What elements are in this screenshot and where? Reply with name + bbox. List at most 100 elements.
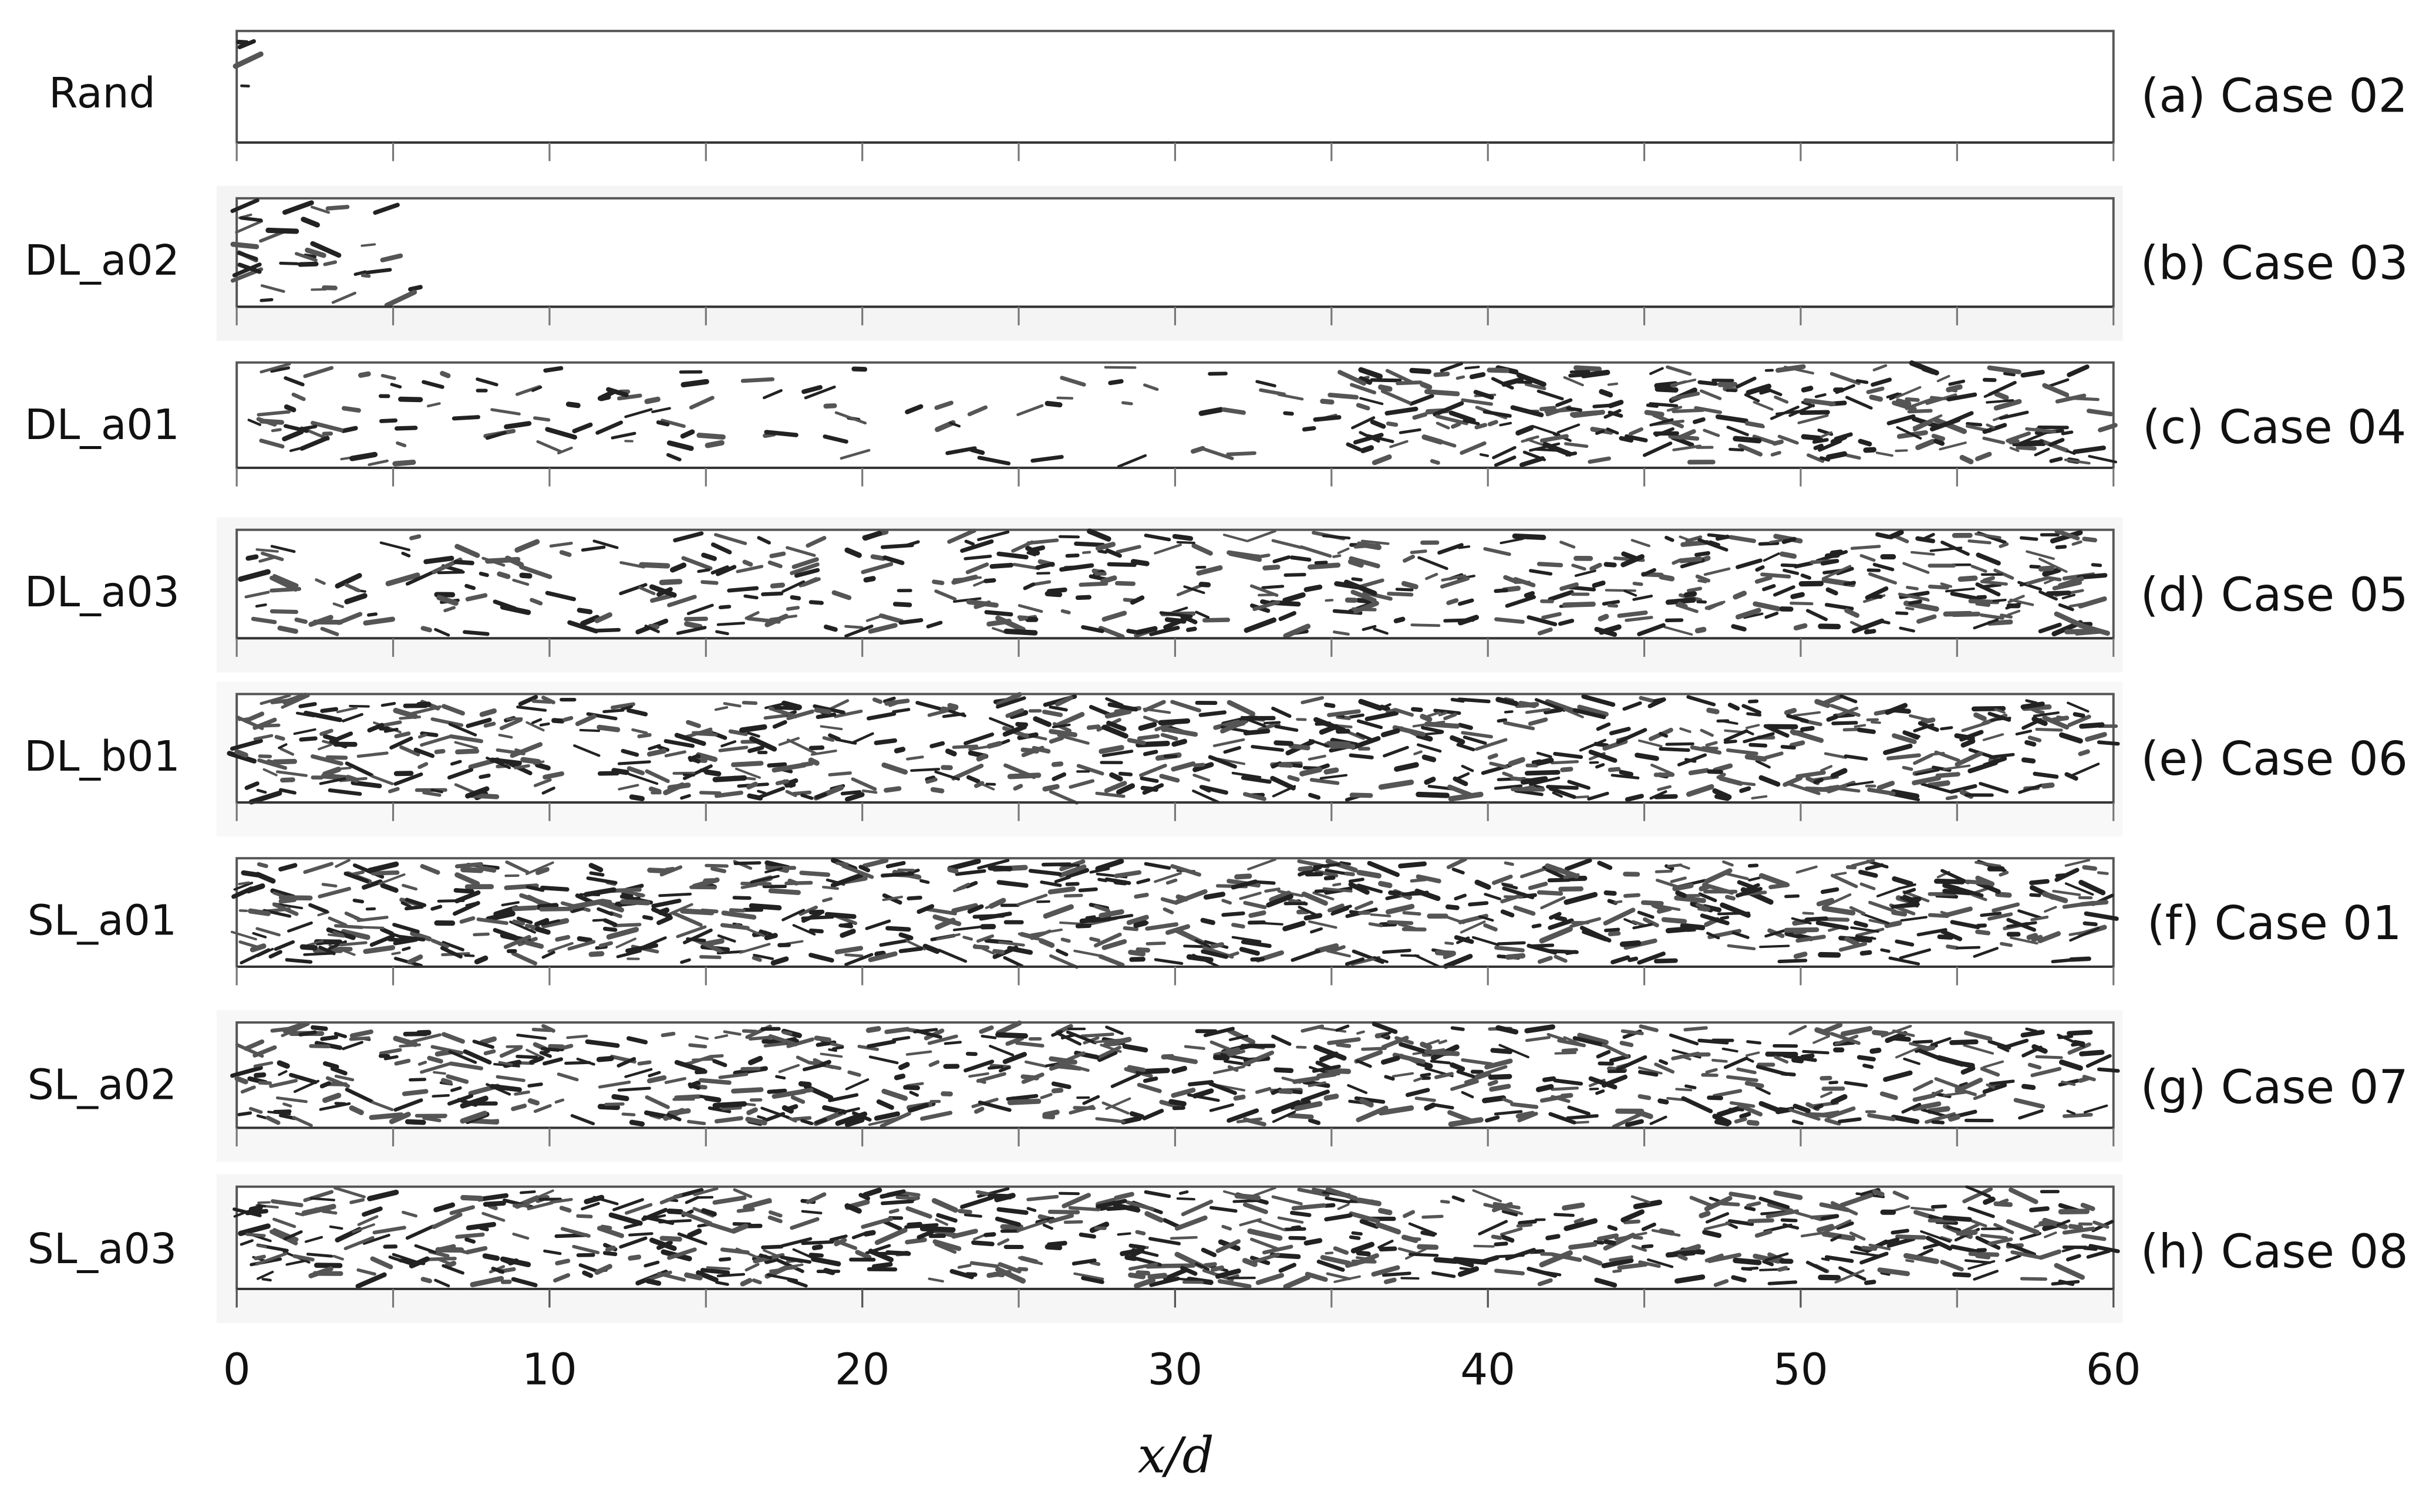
streak [862,858,889,869]
streak [1325,1196,1351,1204]
streak [1356,719,1383,730]
streak [2038,438,2069,453]
streak [1720,916,1730,920]
streak [2064,882,2094,896]
streak [237,251,258,261]
streak [1802,912,1814,915]
x-tick-label: 50 [1773,1344,1828,1395]
streak [358,371,371,378]
streak [398,934,426,942]
streak [756,786,786,799]
streak [649,1214,666,1220]
streak [1839,1193,1874,1208]
streak [1372,1021,1398,1034]
streak [1421,754,1437,762]
streak [1558,619,1575,626]
streak [294,252,318,262]
streak [1416,733,1433,742]
streak [1283,1274,1311,1290]
streak [617,393,642,401]
streak [335,859,351,868]
streak [774,1258,804,1273]
streak [2038,622,2062,634]
streak [1174,1215,1208,1231]
streak [881,762,908,775]
streak [1134,892,1149,899]
streak [547,941,574,953]
streak [1607,382,1619,386]
streak [230,738,263,751]
streak [1209,1103,1235,1112]
streak [1671,392,1700,401]
streak [1610,955,1630,964]
streak [1866,386,1885,394]
streak [1633,1199,1663,1210]
streak [1830,768,1848,779]
streak [1966,421,1983,427]
streak [1895,939,1915,947]
streak [275,1096,308,1103]
streak [688,755,701,764]
streak [516,1033,547,1040]
streak [1360,445,1374,454]
streak [771,762,807,773]
streak [1349,753,1374,760]
streak [353,926,385,930]
streak [2042,383,2070,397]
streak [1793,951,1808,959]
streak [1370,419,1386,429]
streak [844,792,865,802]
streak [1559,582,1579,591]
streak [530,598,543,606]
streak [463,630,490,636]
streak [1753,400,1774,411]
streak [980,1034,997,1040]
streak [1706,932,1720,940]
streak [602,708,625,713]
streak [1880,1271,1891,1276]
streak [1545,699,1579,715]
streak [1999,542,2009,548]
streak [1502,1098,1513,1104]
streak [1892,1190,1909,1200]
streak [292,1116,313,1128]
streak [868,1055,899,1065]
streak [1967,1260,1996,1270]
streak [830,699,850,710]
streak [1047,886,1076,895]
streak [1168,1099,1187,1106]
streak [1855,379,1869,384]
streak [512,1233,530,1240]
streak [541,950,555,959]
streak [714,790,743,798]
streak [992,945,1019,959]
streak [1702,1230,1722,1238]
streak [1816,897,1835,907]
streak [1802,1049,1829,1055]
streak [1536,751,1552,758]
streak [1302,426,1316,432]
streak [1108,379,1124,386]
streak [1934,878,1965,885]
streak [1677,1254,1688,1261]
streak [604,1102,625,1106]
streak [641,936,667,949]
streak [861,1217,894,1229]
streak [589,871,605,877]
streak [1731,1275,1747,1283]
streak [1487,753,1498,760]
streak [1955,751,1983,767]
streak [1508,757,1525,767]
streak [295,1211,305,1217]
streak [2056,1219,2071,1227]
streak [597,724,621,733]
streak [279,261,299,265]
streak [1683,591,1697,598]
streak [1199,785,1211,793]
streak [1502,886,1535,900]
streak [566,1034,588,1040]
streak [643,1260,660,1268]
streak [277,625,298,634]
streak [443,606,456,613]
streak [1417,743,1442,753]
